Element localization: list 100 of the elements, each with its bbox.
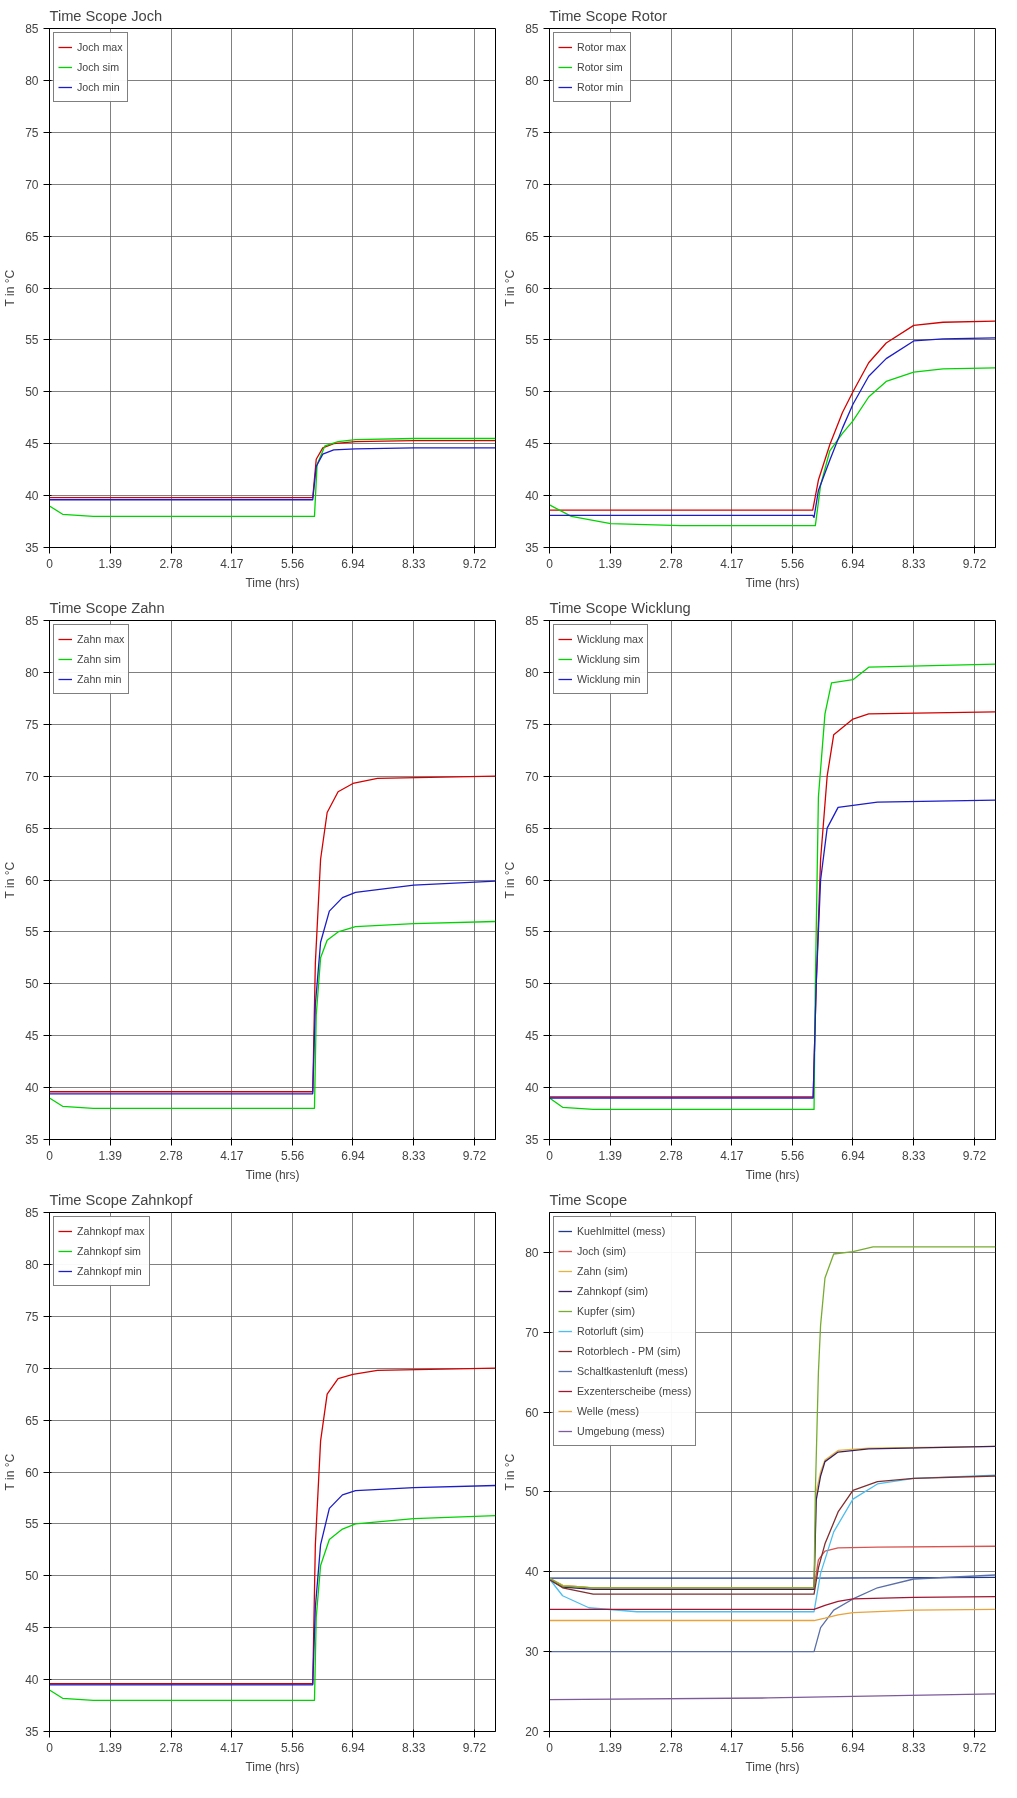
y-axis-title: T in °C (3, 1453, 18, 1491)
y-tick-label: 70 (525, 769, 539, 784)
x-tick-label: 2.78 (659, 556, 684, 571)
x-tick-label: 4.17 (720, 1740, 744, 1755)
legend-label: Umgebung (mess) (577, 1425, 665, 1437)
legend-label: Kupfer (sim) (577, 1305, 636, 1317)
legend-label: Zahn sim (77, 653, 121, 665)
y-tick-label: 65 (525, 821, 539, 836)
y-tick-label: 50 (25, 977, 39, 992)
legend-label: Rotor min (577, 81, 624, 93)
legend-label: Zahnkopf max (77, 1225, 145, 1237)
x-tick-label: 6.94 (341, 1740, 365, 1755)
x-axis-title: Time (hrs) (245, 575, 300, 590)
x-tick-label: 6.94 (841, 1740, 865, 1755)
y-tick-label: 60 (25, 281, 39, 296)
x-tick-label: 1.39 (598, 1740, 623, 1755)
y-tick-label: 70 (25, 769, 39, 784)
y-tick-label: 65 (25, 821, 39, 836)
y-tick-label: 45 (525, 1029, 539, 1044)
y-tick-label: 85 (525, 22, 539, 36)
chart-title: Time Scope Joch (49, 7, 163, 24)
y-tick-label: 40 (25, 1081, 39, 1096)
y-tick-label: 60 (25, 1465, 39, 1480)
x-tick-label: 9.72 (962, 1740, 987, 1755)
y-tick-label: 20 (525, 1725, 539, 1739)
y-tick-label: 45 (525, 437, 539, 452)
x-tick-label: 2.78 (659, 1148, 684, 1163)
x-tick-label: 0 (546, 556, 554, 571)
y-tick-label: 65 (25, 229, 39, 244)
chart-title: Time Scope (549, 1191, 628, 1208)
legend-label: Zahn (sim) (577, 1265, 628, 1277)
y-tick-label: 70 (525, 1325, 539, 1340)
y-tick-label: 45 (25, 437, 39, 452)
y-tick-label: 40 (525, 1565, 539, 1580)
legend-label: Schaltkastenluft (mess) (577, 1365, 688, 1377)
y-tick-label: 30 (525, 1645, 539, 1660)
x-tick-label: 5.56 (280, 1740, 305, 1755)
y-tick-label: 75 (525, 125, 539, 140)
legend-label: Welle (mess) (577, 1405, 639, 1417)
x-tick-label: 5.56 (280, 556, 305, 571)
y-tick-label: 85 (525, 614, 539, 628)
y-tick-label: 45 (25, 1621, 39, 1636)
y-tick-label: 85 (25, 1206, 39, 1220)
x-axis-title: Time (hrs) (245, 1759, 300, 1774)
legend-label: Joch max (77, 41, 123, 53)
x-tick-label: 5.56 (280, 1148, 305, 1163)
y-tick-label: 70 (525, 177, 539, 192)
y-tick-label: 35 (25, 541, 39, 555)
x-tick-label: 1.39 (98, 556, 123, 571)
y-tick-label: 75 (525, 717, 539, 732)
y-tick-label: 80 (525, 665, 539, 680)
x-tick-label: 4.17 (220, 1148, 244, 1163)
x-axis-title: Time (hrs) (245, 1167, 300, 1182)
x-tick-label: 6.94 (841, 556, 865, 571)
y-tick-label: 40 (25, 1673, 39, 1688)
y-tick-label: 35 (525, 541, 539, 555)
y-tick-label: 80 (25, 73, 39, 88)
x-tick-label: 8.33 (902, 1740, 926, 1755)
y-tick-label: 40 (25, 489, 39, 504)
y-tick-label: 35 (525, 1133, 539, 1147)
x-tick-label: 6.94 (341, 1148, 365, 1163)
legend-label: Zahn max (77, 633, 125, 645)
chart-title: Time Scope Wicklung (549, 599, 691, 616)
y-tick-label: 50 (25, 385, 39, 400)
x-tick-label: 1.39 (598, 556, 623, 571)
x-tick-label: 8.33 (402, 1740, 426, 1755)
legend-label: Joch min (77, 81, 120, 93)
x-tick-label: 0 (46, 1740, 54, 1755)
y-tick-label: 80 (25, 1257, 39, 1272)
y-tick-label: 50 (25, 1569, 39, 1584)
x-tick-label: 8.33 (402, 1148, 426, 1163)
x-tick-label: 4.17 (720, 1148, 744, 1163)
x-tick-label: 2.78 (159, 1740, 184, 1755)
legend-label: Wicklung max (577, 633, 644, 645)
y-tick-label: 80 (525, 1245, 539, 1260)
y-tick-label: 45 (25, 1029, 39, 1044)
x-tick-label: 6.94 (341, 556, 365, 571)
y-tick-label: 80 (25, 665, 39, 680)
x-axis-title: Time (hrs) (745, 1759, 800, 1774)
y-tick-label: 55 (525, 925, 539, 940)
y-tick-label: 50 (525, 977, 539, 992)
x-tick-label: 8.33 (402, 556, 426, 571)
x-tick-label: 1.39 (598, 1148, 623, 1163)
y-tick-label: 85 (25, 614, 39, 628)
legend-label: Kuehlmittel (mess) (577, 1225, 666, 1237)
y-axis-title: T in °C (3, 861, 18, 899)
chart-title: Time Scope Zahn (49, 599, 165, 616)
legend-label: Wicklung sim (577, 653, 640, 665)
y-tick-label: 35 (25, 1725, 39, 1739)
x-tick-label: 0 (546, 1148, 554, 1163)
y-tick-label: 60 (525, 281, 539, 296)
x-tick-label: 2.78 (159, 1148, 184, 1163)
x-tick-label: 9.72 (962, 556, 987, 571)
x-tick-label: 0 (46, 556, 54, 571)
legend-label: Zahn min (77, 673, 122, 685)
x-tick-label: 9.72 (462, 556, 487, 571)
y-tick-label: 75 (25, 1309, 39, 1324)
legend-label: Rotorluft (sim) (577, 1325, 644, 1337)
y-axis-title: T in °C (503, 269, 518, 307)
x-tick-label: 9.72 (962, 1148, 987, 1163)
